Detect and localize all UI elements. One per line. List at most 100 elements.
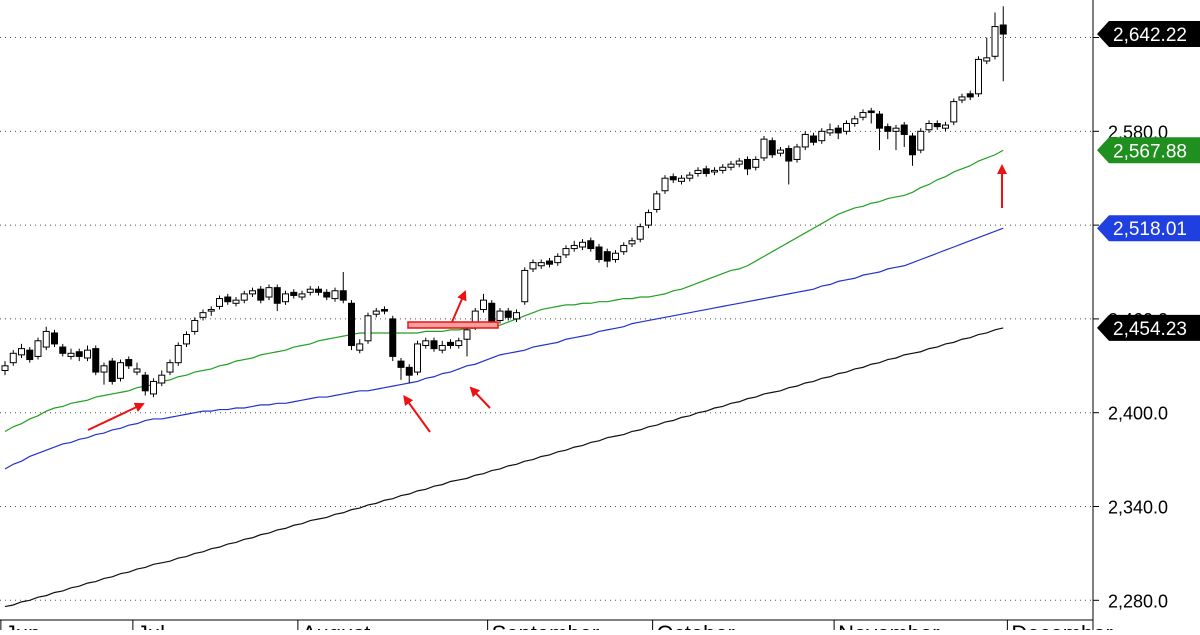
moving-average-line (4, 227, 1004, 470)
candle-body (645, 212, 652, 226)
price-tags: 2,642.22 2,567.88 2,518.01 2,454.23 (1097, 21, 1200, 341)
arrow (469, 386, 491, 409)
candle-body (810, 135, 817, 143)
candle-body (991, 26, 999, 57)
candle-body (900, 124, 908, 135)
candle-body (496, 310, 504, 321)
candle-body (504, 310, 512, 318)
candle-body (826, 129, 834, 134)
candle-body (9, 352, 17, 364)
candle-body (315, 288, 322, 293)
candle-body (513, 312, 520, 320)
candle-body (232, 299, 240, 304)
candle-body (554, 255, 562, 264)
candle-body (381, 309, 388, 312)
candle-body (42, 330, 50, 348)
axes (0, 0, 1094, 630)
candle-body (249, 290, 256, 295)
candle-body (925, 122, 933, 131)
candle-body (793, 146, 801, 160)
x-tick-label: Jun (5, 621, 40, 630)
candle-body (158, 374, 166, 384)
candle-body (587, 240, 595, 250)
candle-body (75, 351, 83, 357)
x-tick-label: October (657, 621, 735, 630)
candle-body (282, 293, 289, 303)
y-tick-label: 2,340.0 (1108, 498, 1168, 518)
candle-body (51, 332, 58, 345)
plot-area (1, 6, 1007, 608)
x-tick-label: September (492, 621, 600, 630)
candle-body (702, 168, 710, 175)
x-tick-label: August (302, 621, 371, 630)
candle-body (191, 319, 199, 332)
candle-body (777, 149, 784, 154)
candle-body (348, 302, 355, 346)
candle-body (265, 287, 273, 298)
candle-body (356, 343, 364, 351)
candle-body (125, 359, 133, 367)
y-tick-label: 2,400.0 (1108, 404, 1168, 424)
candle-body (133, 368, 141, 373)
candle-body (372, 310, 380, 315)
candle-body (595, 246, 603, 261)
candle-body (422, 340, 430, 346)
candle-body (966, 93, 974, 98)
candle-body (843, 122, 850, 132)
candle-body (570, 244, 578, 250)
candle-body (174, 344, 182, 364)
candle-body (1, 365, 9, 371)
x-tick-label: Jul (137, 621, 165, 630)
candle-body (364, 315, 372, 342)
candle-body (488, 302, 496, 323)
candle-body (744, 158, 751, 170)
candle-body (397, 360, 405, 368)
candle-body (455, 340, 463, 346)
candle-body (661, 177, 669, 192)
candle-body (521, 269, 529, 303)
candle-body (579, 241, 586, 248)
candle-body (273, 287, 281, 304)
candle-body (100, 365, 108, 373)
candle-body (117, 362, 124, 379)
price-tag-label: 2,642.22 (1113, 25, 1187, 46)
candle-body (975, 58, 982, 95)
candle-body (603, 251, 611, 262)
candle-body (942, 124, 949, 129)
candle-body (207, 309, 215, 312)
candle-body (876, 113, 883, 129)
arrow (403, 395, 431, 433)
candle-body (92, 348, 100, 373)
candle-body (785, 148, 793, 162)
candle-body (339, 290, 347, 301)
candle-body (983, 57, 991, 62)
candle-body (480, 299, 487, 311)
candle-body (447, 341, 454, 346)
candle-body (612, 252, 619, 261)
candle-body (851, 118, 859, 124)
candle-body (909, 135, 916, 156)
price-tag-label: 2,567.88 (1113, 141, 1187, 162)
candle-body (653, 193, 661, 210)
candle-body (414, 343, 421, 373)
candle-body (166, 362, 174, 373)
candle-body (686, 174, 694, 179)
x-tick-label: December (1011, 621, 1112, 630)
candle-body (438, 344, 446, 351)
candle-body (950, 101, 958, 123)
candle-body (678, 177, 685, 182)
candle-body (141, 374, 149, 392)
candle-body (719, 166, 727, 171)
candle-body (331, 290, 339, 300)
candle-body (216, 298, 223, 307)
candle-body (240, 293, 248, 301)
candle-body (892, 127, 900, 132)
grid (0, 37, 1093, 601)
annotations (87, 164, 1007, 433)
candle-body (768, 140, 776, 156)
candle-body (636, 226, 644, 240)
candle-body (669, 176, 677, 181)
candle-body (859, 112, 867, 118)
